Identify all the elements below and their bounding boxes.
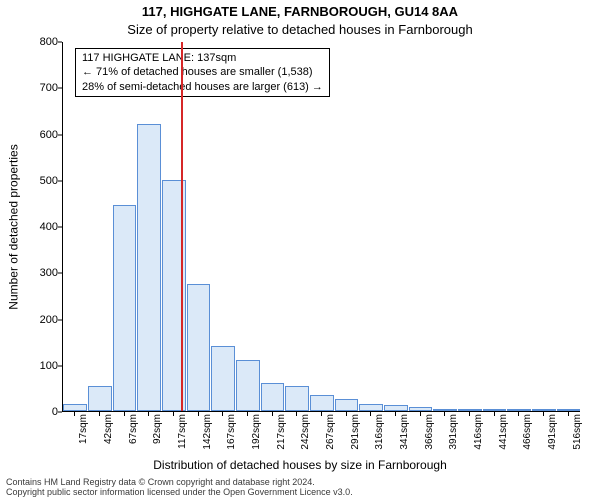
x-tick-label: 267sqm [325,414,336,450]
y-tick-mark [58,365,62,366]
x-tick-label: 92sqm [152,414,163,444]
info-line-3: 28% of semi-detached houses are larger (… [82,80,323,94]
footer-attribution: Contains HM Land Registry data © Crown c… [6,478,594,498]
histogram-bar [409,407,433,411]
x-tick-mark [124,412,125,416]
y-tick-mark [58,319,62,320]
y-tick-label: 800 [0,36,62,48]
x-tick-mark [469,412,470,416]
histogram-bar [335,399,359,411]
histogram-bar [63,404,87,411]
histogram-bar [507,409,531,411]
chart-title-address: 117, HIGHGATE LANE, FARNBOROUGH, GU14 8A… [0,4,600,19]
histogram-bar [483,409,507,411]
x-tick-mark [395,412,396,416]
x-tick-mark [247,412,248,416]
x-tick-label: 142sqm [202,414,213,450]
x-axis-label: Distribution of detached houses by size … [0,458,600,472]
histogram-bar [384,405,408,411]
y-tick-mark [58,412,62,413]
x-tick-mark [222,412,223,416]
x-tick-label: 217sqm [276,414,287,450]
x-tick-mark [198,412,199,416]
x-tick-label: 491sqm [547,414,558,450]
x-tick-label: 316sqm [374,414,385,450]
x-tick-mark [518,412,519,416]
x-tick-mark [568,412,569,416]
histogram-bar [261,383,285,411]
x-tick-label: 67sqm [128,414,139,444]
x-tick-label: 416sqm [473,414,484,450]
y-tick-mark [58,134,62,135]
x-tick-label: 117sqm [177,414,188,449]
x-tick-label: 42sqm [103,414,114,444]
marker-line [181,42,183,411]
x-tick-label: 441sqm [498,414,509,450]
x-tick-mark [99,412,100,416]
x-tick-label: 391sqm [448,414,459,450]
y-tick-label: 500 [0,175,62,187]
x-tick-mark [444,412,445,416]
y-tick-label: 0 [0,406,62,418]
y-tick-mark [58,88,62,89]
x-tick-mark [494,412,495,416]
x-tick-mark [148,412,149,416]
histogram-bar [285,386,309,411]
x-tick-mark [543,412,544,416]
histogram-bar [532,409,556,411]
x-tick-mark [370,412,371,416]
chart-container: 117, HIGHGATE LANE, FARNBOROUGH, GU14 8A… [0,0,600,500]
y-tick-label: 400 [0,221,62,233]
y-tick-label: 600 [0,129,62,141]
x-tick-label: 17sqm [78,414,89,444]
x-tick-label: 167sqm [226,414,237,450]
y-tick-label: 700 [0,82,62,94]
histogram-bar [113,205,137,411]
y-tick-mark [58,227,62,228]
info-line-2: ← 71% of detached houses are smaller (1,… [82,65,323,79]
y-tick-label: 200 [0,314,62,326]
x-tick-label: 291sqm [350,414,361,450]
x-tick-label: 516sqm [572,414,583,450]
histogram-bar [88,386,112,411]
histogram-bar [187,284,211,411]
info-box: 117 HIGHGATE LANE: 137sqm ← 71% of detac… [75,48,330,97]
x-tick-mark [321,412,322,416]
y-tick-label: 300 [0,267,62,279]
x-tick-label: 341sqm [399,414,410,450]
x-tick-mark [296,412,297,416]
x-tick-label: 192sqm [251,414,262,450]
y-tick-mark [58,273,62,274]
x-tick-mark [420,412,421,416]
x-tick-label: 366sqm [424,414,435,450]
histogram-bar [310,395,334,411]
x-tick-mark [173,412,174,416]
x-tick-mark [74,412,75,416]
x-tick-label: 466sqm [522,414,533,450]
histogram-bar [433,409,457,411]
plot-area: 117 HIGHGATE LANE: 137sqm ← 71% of detac… [62,42,580,412]
y-tick-mark [58,180,62,181]
histogram-bar [557,409,581,411]
histogram-bar [211,346,235,411]
x-tick-label: 242sqm [300,414,311,450]
histogram-bar [236,360,260,411]
y-tick-label: 100 [0,360,62,372]
info-line-1: 117 HIGHGATE LANE: 137sqm [82,51,323,65]
x-tick-mark [272,412,273,416]
histogram-bar [359,404,383,411]
chart-title-description: Size of property relative to detached ho… [0,22,600,37]
histogram-bar [137,124,161,411]
histogram-bar [458,409,482,411]
x-tick-mark [346,412,347,416]
y-tick-mark [58,42,62,43]
